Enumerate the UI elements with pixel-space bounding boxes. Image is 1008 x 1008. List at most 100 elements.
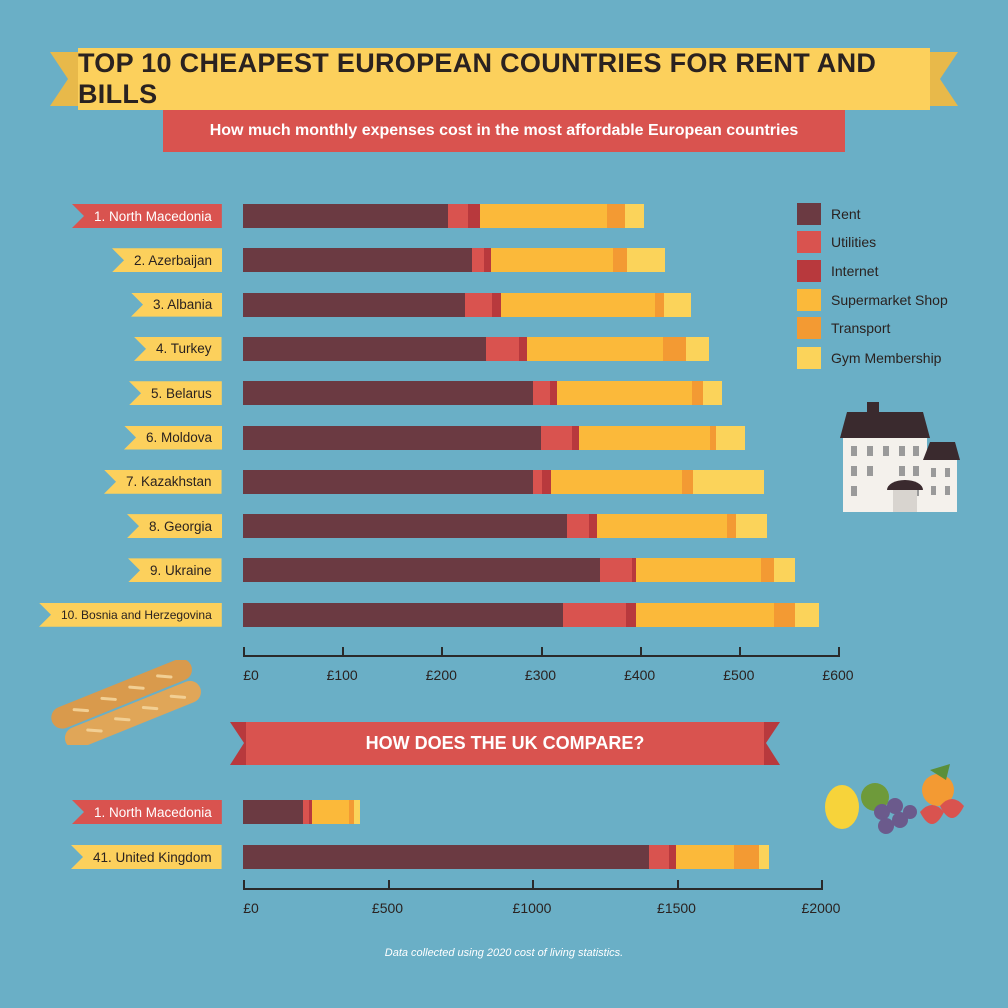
bar-segment-gym-membership bbox=[716, 425, 745, 450]
page-title: TOP 10 CHEAPEST EUROPEAN COUNTRIES FOR R… bbox=[78, 48, 877, 109]
bar-segment-internet bbox=[542, 469, 552, 494]
x-tick bbox=[387, 880, 390, 889]
bar-segment-supermarket-shop bbox=[312, 800, 350, 824]
bar-segment-supermarket-shop bbox=[480, 204, 607, 228]
bar-segment-transport bbox=[682, 469, 694, 494]
subtitle: How much monthly expenses cost in the mo… bbox=[163, 110, 845, 152]
bar-segment-supermarket-shop bbox=[579, 425, 711, 450]
bar-segment-supermarket-shop bbox=[500, 292, 655, 317]
legend-label: Transport bbox=[831, 320, 891, 336]
country-label: 9. Ukraine bbox=[128, 558, 222, 583]
bar-segment-utilities bbox=[563, 602, 626, 627]
bar-segment-gym-membership bbox=[624, 204, 644, 228]
bar-segment-gym-membership bbox=[773, 558, 796, 583]
bar-segment-gym-membership bbox=[686, 336, 710, 361]
bar-segment-supermarket-shop bbox=[597, 514, 727, 539]
country-label: 10. Bosnia and Herzegovina bbox=[39, 602, 222, 627]
country-label: 3. Albania bbox=[131, 292, 223, 317]
legend-item: Internet bbox=[797, 260, 878, 282]
baguette-icon bbox=[51, 660, 201, 745]
x-tick-label: £600 bbox=[822, 667, 854, 683]
bar-segment-rent bbox=[243, 469, 533, 494]
bar-segment-internet bbox=[572, 425, 580, 450]
bar-segment-internet bbox=[518, 336, 527, 361]
legend-item: Utilities bbox=[797, 231, 876, 253]
x-tick bbox=[838, 647, 840, 656]
legend-swatch bbox=[797, 231, 821, 253]
bar-segment-supermarket-shop bbox=[675, 845, 734, 869]
country-label: 2. Azerbaijan bbox=[112, 248, 223, 273]
bar-segment-utilities bbox=[532, 381, 551, 406]
legend-label: Supermarket Shop bbox=[831, 292, 948, 308]
bar-segment-internet bbox=[468, 204, 480, 228]
bar-segment-transport bbox=[612, 248, 627, 273]
x-tick-label: £2000 bbox=[801, 900, 841, 916]
country-label: 41. United Kingdom bbox=[71, 845, 222, 869]
legend-label: Utilities bbox=[831, 234, 877, 250]
x-tick bbox=[821, 880, 823, 889]
bar-segment-utilities bbox=[448, 204, 469, 228]
country-label: 6. Moldova bbox=[124, 425, 223, 450]
x-tick-label: £1000 bbox=[512, 900, 552, 916]
bar-segment-gym-membership bbox=[693, 469, 764, 494]
bar-segment-rent bbox=[243, 845, 649, 869]
bar-segment-rent bbox=[243, 248, 473, 273]
bar-segment-internet bbox=[308, 800, 313, 824]
footer-note: Data collected using 2020 cost of living… bbox=[384, 947, 624, 959]
bar-segment-utilities bbox=[472, 248, 484, 273]
bar-segment-internet bbox=[625, 602, 636, 627]
bar-segment-rent bbox=[243, 602, 564, 627]
bar-segment-transport bbox=[773, 602, 796, 627]
bar-segment-internet bbox=[483, 248, 491, 273]
legend-swatch bbox=[797, 260, 821, 282]
x-axis bbox=[243, 655, 840, 657]
bar-segment-internet bbox=[668, 845, 676, 869]
bar-segment-supermarket-shop bbox=[557, 381, 693, 406]
bar-segment-utilities bbox=[567, 514, 590, 539]
x-tick bbox=[738, 647, 741, 656]
bar-segment-transport bbox=[692, 381, 704, 406]
bar-segment-rent bbox=[243, 514, 568, 539]
x-tick bbox=[441, 647, 444, 656]
bar-segment-supermarket-shop bbox=[490, 248, 613, 273]
title-ribbon bbox=[50, 48, 958, 110]
bar-segment-transport bbox=[733, 845, 759, 869]
bar-segment-gym-membership bbox=[703, 381, 722, 406]
bar-segment-rent bbox=[243, 800, 303, 824]
x-tick bbox=[639, 647, 642, 656]
x-tick-label: £0 bbox=[243, 667, 259, 683]
bar-segment-gym-membership bbox=[795, 602, 820, 627]
bar-segment-gym-membership bbox=[758, 845, 769, 869]
bar-segment-transport bbox=[663, 336, 687, 361]
bar-segment-internet bbox=[491, 292, 501, 317]
bar-segment-utilities bbox=[540, 425, 573, 450]
x-tick bbox=[540, 647, 543, 656]
legend-label: Gym Membership bbox=[831, 350, 942, 366]
legend-label: Rent bbox=[831, 206, 861, 222]
bar-segment-supermarket-shop bbox=[635, 558, 761, 583]
x-tick-label: £300 bbox=[524, 667, 557, 683]
bar-segment-utilities bbox=[485, 336, 519, 361]
x-axis bbox=[243, 888, 823, 890]
bar-segment-utilities bbox=[600, 558, 632, 583]
bar-segment-rent bbox=[243, 381, 533, 406]
legend-swatch bbox=[797, 317, 821, 339]
country-label: 1. North Macedonia bbox=[72, 800, 222, 824]
country-label: 4. Turkey bbox=[134, 336, 222, 361]
bar-segment-gym-membership bbox=[735, 514, 767, 539]
bar-segment-transport bbox=[606, 204, 625, 228]
bar-segment-transport bbox=[760, 558, 774, 583]
legend-item: Transport bbox=[797, 317, 890, 339]
country-label: 8. Georgia bbox=[127, 514, 223, 539]
x-tick-label: £500 bbox=[371, 900, 404, 916]
fruit-icon bbox=[825, 764, 964, 834]
bar-segment-utilities bbox=[302, 800, 309, 824]
country-label: 5. Belarus bbox=[129, 381, 222, 406]
x-tick bbox=[676, 880, 679, 889]
bar-segment-gym-membership bbox=[664, 292, 692, 317]
bar-segment-supermarket-shop bbox=[526, 336, 664, 361]
bar-segment-transport bbox=[710, 425, 716, 450]
section-title: HOW DOES THE UK COMPARE? bbox=[365, 733, 645, 753]
bar-segment-transport bbox=[349, 800, 355, 824]
